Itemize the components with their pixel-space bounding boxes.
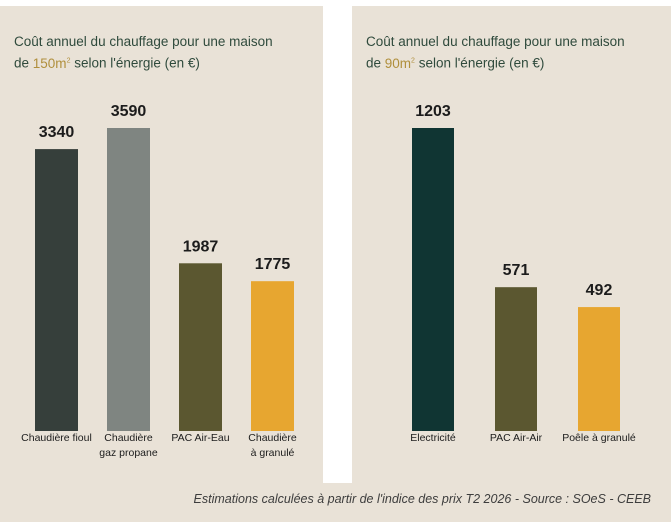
right-category-label-1-0: PAC Air-Air bbox=[490, 432, 543, 444]
right-value-label-2: 492 bbox=[586, 282, 613, 299]
footer-band bbox=[0, 483, 671, 522]
right-value-label-0: 1203 bbox=[415, 103, 451, 120]
right-value-label-1: 571 bbox=[503, 262, 530, 279]
left-bar-3 bbox=[251, 281, 294, 431]
chart-title-90m2: Coût annuel du chauffage pour une maison… bbox=[366, 34, 625, 71]
bar-chart-90m2: 1203 Electricité 571 PAC Air-Air 492 Poêle à … bbox=[410, 103, 636, 444]
left-category-label-0-0: Chaudière fioul bbox=[21, 432, 92, 444]
right-bar-1 bbox=[495, 287, 537, 431]
left-bar-0 bbox=[35, 149, 78, 431]
chart-panel-90m2: Coût annuel du chauffage pour une maison… bbox=[352, 6, 671, 483]
right-bar-2 bbox=[578, 307, 620, 431]
left-category-label-1-0: Chaudière bbox=[104, 432, 153, 444]
surface-highlight: 90m2 bbox=[384, 55, 415, 71]
left-bar-2 bbox=[179, 263, 222, 431]
right-bar-0 bbox=[412, 128, 454, 431]
left-bar-1 bbox=[107, 128, 150, 431]
surface-highlight: 150m2 bbox=[32, 55, 71, 71]
left-category-label-1-1: gaz propane bbox=[99, 447, 158, 459]
left-category-label-2-0: PAC Air-Eau bbox=[171, 432, 229, 444]
source-note: Estimations calculées à partir de l'indi… bbox=[193, 492, 651, 506]
left-value-label-2: 1987 bbox=[183, 238, 219, 255]
right-category-label-2-0: Poêle à granulé bbox=[562, 432, 636, 444]
left-value-label-3: 1775 bbox=[255, 256, 291, 273]
bar-chart-150m2: 3340 Chaudière fioul 3590 Chaudière gaz prop… bbox=[21, 103, 297, 459]
left-value-label-1: 3590 bbox=[111, 103, 147, 120]
chart-title-150m2: Coût annuel du chauffage pour une maison… bbox=[14, 34, 273, 71]
left-value-label-0: 3340 bbox=[39, 124, 75, 141]
left-category-label-3-0: Chaudière bbox=[248, 432, 297, 444]
chart-panel-150m2: Coût annuel du chauffage pour une maison… bbox=[0, 6, 323, 483]
right-category-label-0-0: Electricité bbox=[410, 432, 456, 444]
left-category-label-3-1: à granulé bbox=[251, 447, 295, 459]
